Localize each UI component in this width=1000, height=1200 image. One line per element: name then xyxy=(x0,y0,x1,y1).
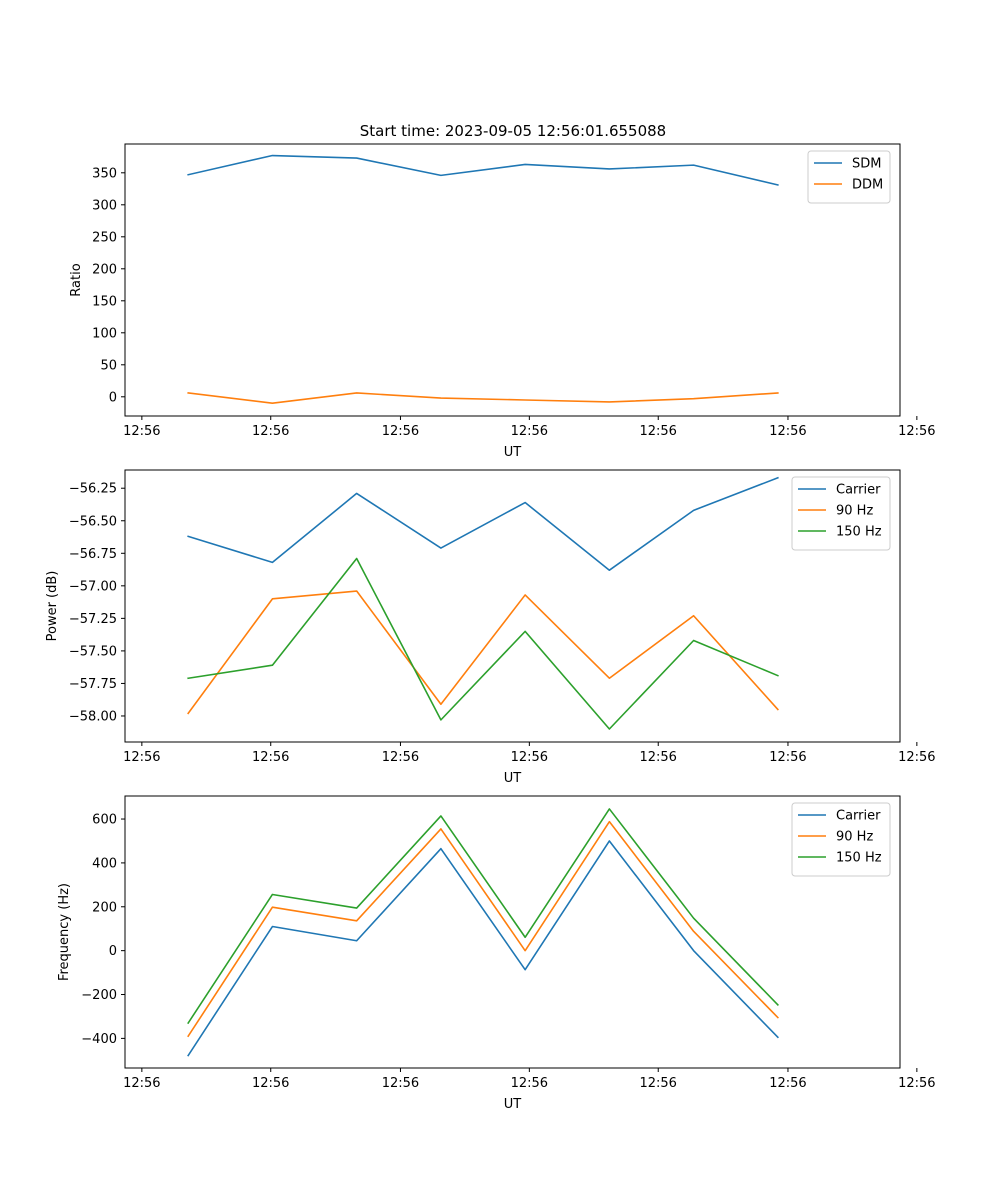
series-line-90-hz xyxy=(187,820,779,1038)
x-axis-label: UT xyxy=(504,771,522,786)
x-axis-label: UT xyxy=(504,1097,522,1112)
y-tick-label: −57.25 xyxy=(69,612,117,627)
legend-label: 150 Hz xyxy=(836,525,882,540)
series-line-sdm xyxy=(187,154,779,186)
axes-frame xyxy=(124,469,901,743)
subplot-1: 12:56 12:56 12:56 12:56 12:56 12:56 12:56 UT 0 50… xyxy=(69,143,936,460)
legend-label: Carrier xyxy=(836,809,881,824)
y-tick-label: 350 xyxy=(92,166,117,181)
legend: Carrier 90 Hz 150 Hz xyxy=(791,802,891,877)
series-group xyxy=(187,154,779,405)
series-line-90-hz xyxy=(187,590,779,715)
x-tick-label: 12:56 xyxy=(898,1076,935,1091)
y-tick-label: 200 xyxy=(92,262,117,277)
legend: SDM DDM xyxy=(807,150,891,204)
x-tick-label: 12:56 xyxy=(511,424,548,439)
y-tick-label: −58.00 xyxy=(69,709,117,724)
series-line-150-hz xyxy=(187,557,779,730)
y-tick-label: −56.25 xyxy=(69,482,117,497)
y-tick-label: −400 xyxy=(81,1032,117,1047)
x-tick-label: 12:56 xyxy=(769,750,806,765)
y-tick-label: 0 xyxy=(109,944,117,959)
x-axis-label: UT xyxy=(504,445,522,460)
y-tick-label: −200 xyxy=(81,988,117,1003)
x-tick-label: 12:56 xyxy=(898,424,935,439)
x-tick-label: 12:56 xyxy=(639,1076,676,1091)
subplots: 12:56 12:56 12:56 12:56 12:56 12:56 12:56 UT 0 50… xyxy=(45,143,936,1112)
x-tick-label: 12:56 xyxy=(123,1076,160,1091)
y-tick-label: −57.00 xyxy=(69,579,117,594)
legend-label: 90 Hz xyxy=(836,830,873,845)
y-tick-label: 250 xyxy=(92,230,117,245)
legend-label: 150 Hz xyxy=(836,851,882,866)
axes-frame xyxy=(124,795,901,1069)
legend: Carrier 90 Hz 150 Hz xyxy=(791,476,891,551)
y-tick-label: 400 xyxy=(92,856,117,871)
y-axis: −400 −200 0 200 400 600 Frequency (Hz) xyxy=(57,813,125,1047)
series-group xyxy=(187,476,779,730)
series-line-ddm xyxy=(187,392,779,405)
legend-label: Carrier xyxy=(836,483,881,498)
y-tick-label: 100 xyxy=(92,326,117,341)
x-tick-label: 12:56 xyxy=(252,750,289,765)
y-tick-label: −57.50 xyxy=(69,644,117,659)
subplot-3: 12:56 12:56 12:56 12:56 12:56 12:56 12:56 UT −40… xyxy=(57,795,936,1112)
y-tick-label: −57.75 xyxy=(69,677,117,692)
x-axis: 12:56 12:56 12:56 12:56 12:56 12:56 12:56 UT xyxy=(123,1068,936,1112)
y-tick-label: 300 xyxy=(92,198,117,213)
x-axis: 12:56 12:56 12:56 12:56 12:56 12:56 12:56 UT xyxy=(123,416,936,460)
series-line-150-hz xyxy=(187,808,779,1025)
y-axis: 0 50 100 150 200 250 300 350 Ratio xyxy=(69,166,125,405)
subplot-2: 12:56 12:56 12:56 12:56 12:56 12:56 12:56 UT −58… xyxy=(45,469,936,786)
x-tick-label: 12:56 xyxy=(511,1076,548,1091)
x-tick-label: 12:56 xyxy=(898,750,935,765)
x-tick-label: 12:56 xyxy=(511,750,548,765)
series-line-carrier xyxy=(187,476,779,572)
y-axis-label: Power (dB) xyxy=(45,571,60,642)
y-tick-label: 150 xyxy=(92,294,117,309)
legend-frame xyxy=(807,150,891,204)
y-tick-label: −56.50 xyxy=(69,514,117,529)
legend-label: 90 Hz xyxy=(836,504,873,519)
x-tick-label: 12:56 xyxy=(123,750,160,765)
y-axis: −58.00 −57.75 −57.50 −57.25 −57.00 −56.75 −56.… xyxy=(45,482,125,724)
x-axis: 12:56 12:56 12:56 12:56 12:56 12:56 12:56 UT xyxy=(123,742,936,786)
x-tick-label: 12:56 xyxy=(639,424,676,439)
x-tick-label: 12:56 xyxy=(382,424,419,439)
y-tick-label: 0 xyxy=(109,390,117,405)
y-tick-label: 200 xyxy=(92,900,117,915)
axes-frame xyxy=(124,143,901,417)
series-group xyxy=(187,808,779,1057)
x-tick-label: 12:56 xyxy=(639,750,676,765)
series-line-carrier xyxy=(187,840,779,1057)
x-tick-label: 12:56 xyxy=(769,1076,806,1091)
x-tick-label: 12:56 xyxy=(123,424,160,439)
x-tick-label: 12:56 xyxy=(252,1076,289,1091)
y-tick-label: 600 xyxy=(92,813,117,828)
x-tick-label: 12:56 xyxy=(769,424,806,439)
figure-title: Start time: 2023-09-05 12:56:01.655088 xyxy=(360,122,666,140)
x-tick-label: 12:56 xyxy=(382,1076,419,1091)
y-tick-label: −56.75 xyxy=(69,547,117,562)
x-tick-label: 12:56 xyxy=(382,750,419,765)
legend-label: DDM xyxy=(852,178,883,193)
y-axis-label: Frequency (Hz) xyxy=(57,883,72,981)
y-axis-label: Ratio xyxy=(69,263,84,296)
x-tick-label: 12:56 xyxy=(252,424,289,439)
legend-label: SDM xyxy=(852,157,881,172)
y-tick-label: 50 xyxy=(100,358,117,373)
